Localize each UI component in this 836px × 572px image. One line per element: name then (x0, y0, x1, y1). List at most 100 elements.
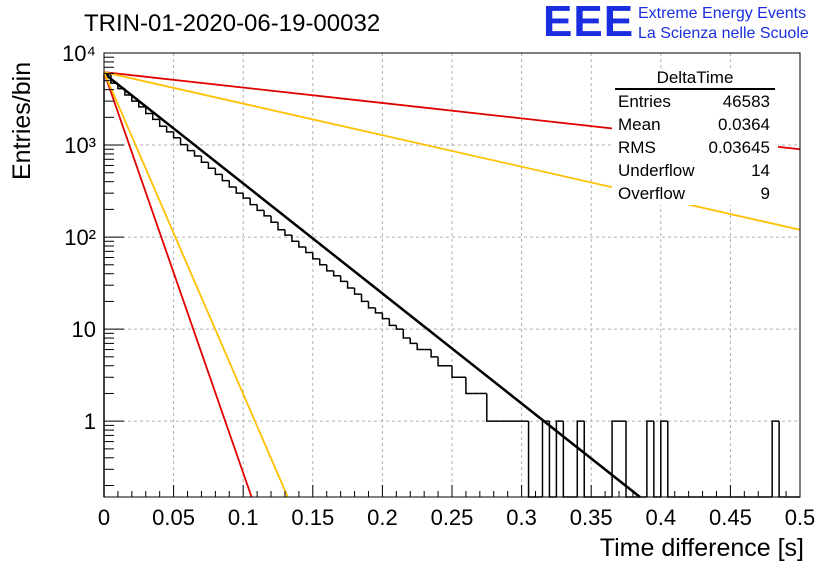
histogram-bin (527, 421, 536, 498)
histogram-bin (395, 325, 404, 330)
histogram-bin (186, 144, 195, 152)
stats-row: Underflow 14 (612, 159, 778, 182)
y-tick-label: 10⁴ (62, 41, 96, 66)
histogram-bin (235, 187, 244, 194)
histogram-bin (270, 215, 278, 223)
stats-title: DeltaTime (615, 68, 775, 90)
histogram-bin (131, 94, 139, 102)
histogram-bin (451, 365, 459, 379)
stats-value: 0.0364 (718, 115, 770, 134)
eee-logo-mark: EEE (543, 0, 635, 46)
series-line (103, 72, 641, 498)
x-tick-label: 0.5 (785, 505, 816, 530)
histogram-bin (179, 137, 188, 146)
stats-value: 0.03645 (708, 138, 770, 157)
series-line (103, 71, 289, 498)
x-tick-label: 0 (98, 505, 110, 530)
stats-row: RMS 0.03645 (612, 136, 778, 159)
stats-value: 9 (760, 184, 770, 203)
histogram-bin (158, 119, 167, 128)
histogram-bin (660, 420, 668, 497)
histogram-bin (263, 210, 272, 217)
x-tick-label: 0.2 (367, 505, 398, 530)
histogram-bin (277, 222, 285, 231)
y-tick-label: 10 (72, 317, 96, 342)
histogram-bin (298, 241, 306, 248)
histogram-bin (249, 198, 258, 206)
stats-label: Underflow (618, 161, 695, 180)
x-tick-label: 0.1 (228, 505, 259, 530)
x-axis-label: Time difference [s] (599, 534, 804, 562)
histogram-bin (611, 420, 620, 497)
stats-label: RMS (618, 138, 656, 157)
histogram-bin (200, 156, 209, 164)
histogram-bin (325, 264, 334, 272)
histogram-bin (402, 329, 411, 339)
x-tick-label: 0.4 (646, 505, 677, 530)
x-tick-label: 0.3 (506, 505, 537, 530)
histogram-bin (555, 420, 564, 497)
histogram-bin (151, 113, 160, 121)
histogram-bin (346, 281, 355, 289)
histogram-bin (374, 307, 383, 314)
logo-subtitle-1: Extreme Energy Events (638, 5, 807, 22)
x-tick-label: 0.15 (291, 505, 334, 530)
stats-value: 46583 (722, 92, 770, 111)
histogram-bin (541, 420, 550, 497)
histogram-bin (221, 174, 230, 182)
stats-box: DeltaTime Entries 46583 Mean 0.0364 RMS 0.0… (612, 68, 778, 205)
histogram-bin (548, 421, 557, 498)
stats-value: 14 (751, 161, 770, 180)
stats-label: Mean (618, 115, 661, 134)
histogram-bin (353, 287, 362, 295)
stats-row: Overflow 9 (612, 182, 778, 205)
axis-ticks: 0 0.05 0.1 0.15 0.2 0.25 0.3 0.35 0.4 0.45 0.5 1 10 1… (62, 41, 815, 530)
histogram-bin (172, 131, 181, 139)
y-tick-label: 10² (64, 225, 96, 250)
histogram-bin (319, 258, 327, 266)
histogram-bin (305, 247, 313, 254)
histogram-bin (145, 106, 153, 115)
x-tick-label: 0.35 (570, 505, 613, 530)
chart-title: TRIN-01-2020-06-19-00032 (84, 10, 381, 37)
histogram-bin (646, 420, 654, 497)
histogram-bin (138, 101, 146, 108)
histogram-bin (312, 252, 320, 260)
histogram-bin (367, 301, 376, 309)
histogram-bin (214, 168, 223, 176)
histogram-bin (228, 180, 237, 188)
stats-label: Entries (618, 92, 671, 111)
histogram-bin (416, 343, 425, 351)
histogram-bin (165, 126, 174, 133)
histogram-bin (291, 235, 299, 243)
stats-label: Overflow (618, 184, 686, 203)
y-tick-label: 1 (84, 409, 96, 434)
histogram-bin (653, 421, 661, 498)
histogram-bin (103, 74, 111, 497)
histogram-bin (339, 275, 348, 283)
histogram-bin (381, 312, 390, 320)
histogram-bin (284, 229, 292, 236)
x-tick-label: 0.25 (431, 505, 474, 530)
histogram-bin (430, 349, 439, 358)
histogram-bin (778, 421, 787, 498)
logo-subtitle-2: La Scienza nelle Scuole (638, 25, 809, 42)
eee-logo: EEE Extreme Energy Events La Scienza nel… (543, 0, 833, 46)
x-tick-label: 0.45 (709, 505, 752, 530)
histogram-bin (576, 420, 585, 497)
x-tick-label: 0.05 (152, 505, 195, 530)
fit-lines (103, 71, 801, 498)
histogram-bin (562, 421, 571, 498)
histogram-bin (207, 162, 216, 169)
histogram-bin (388, 318, 397, 327)
histogram-bin (771, 420, 780, 497)
stats-row: Entries 46583 (612, 90, 778, 113)
histogram-bin (437, 356, 446, 367)
histogram-bin (667, 421, 675, 498)
histogram-bin (193, 150, 202, 157)
histogram-bin (256, 204, 265, 212)
y-axis-label: Entries/bin (8, 61, 36, 180)
histogram-bin (242, 193, 251, 199)
histogram-bin (465, 377, 473, 395)
